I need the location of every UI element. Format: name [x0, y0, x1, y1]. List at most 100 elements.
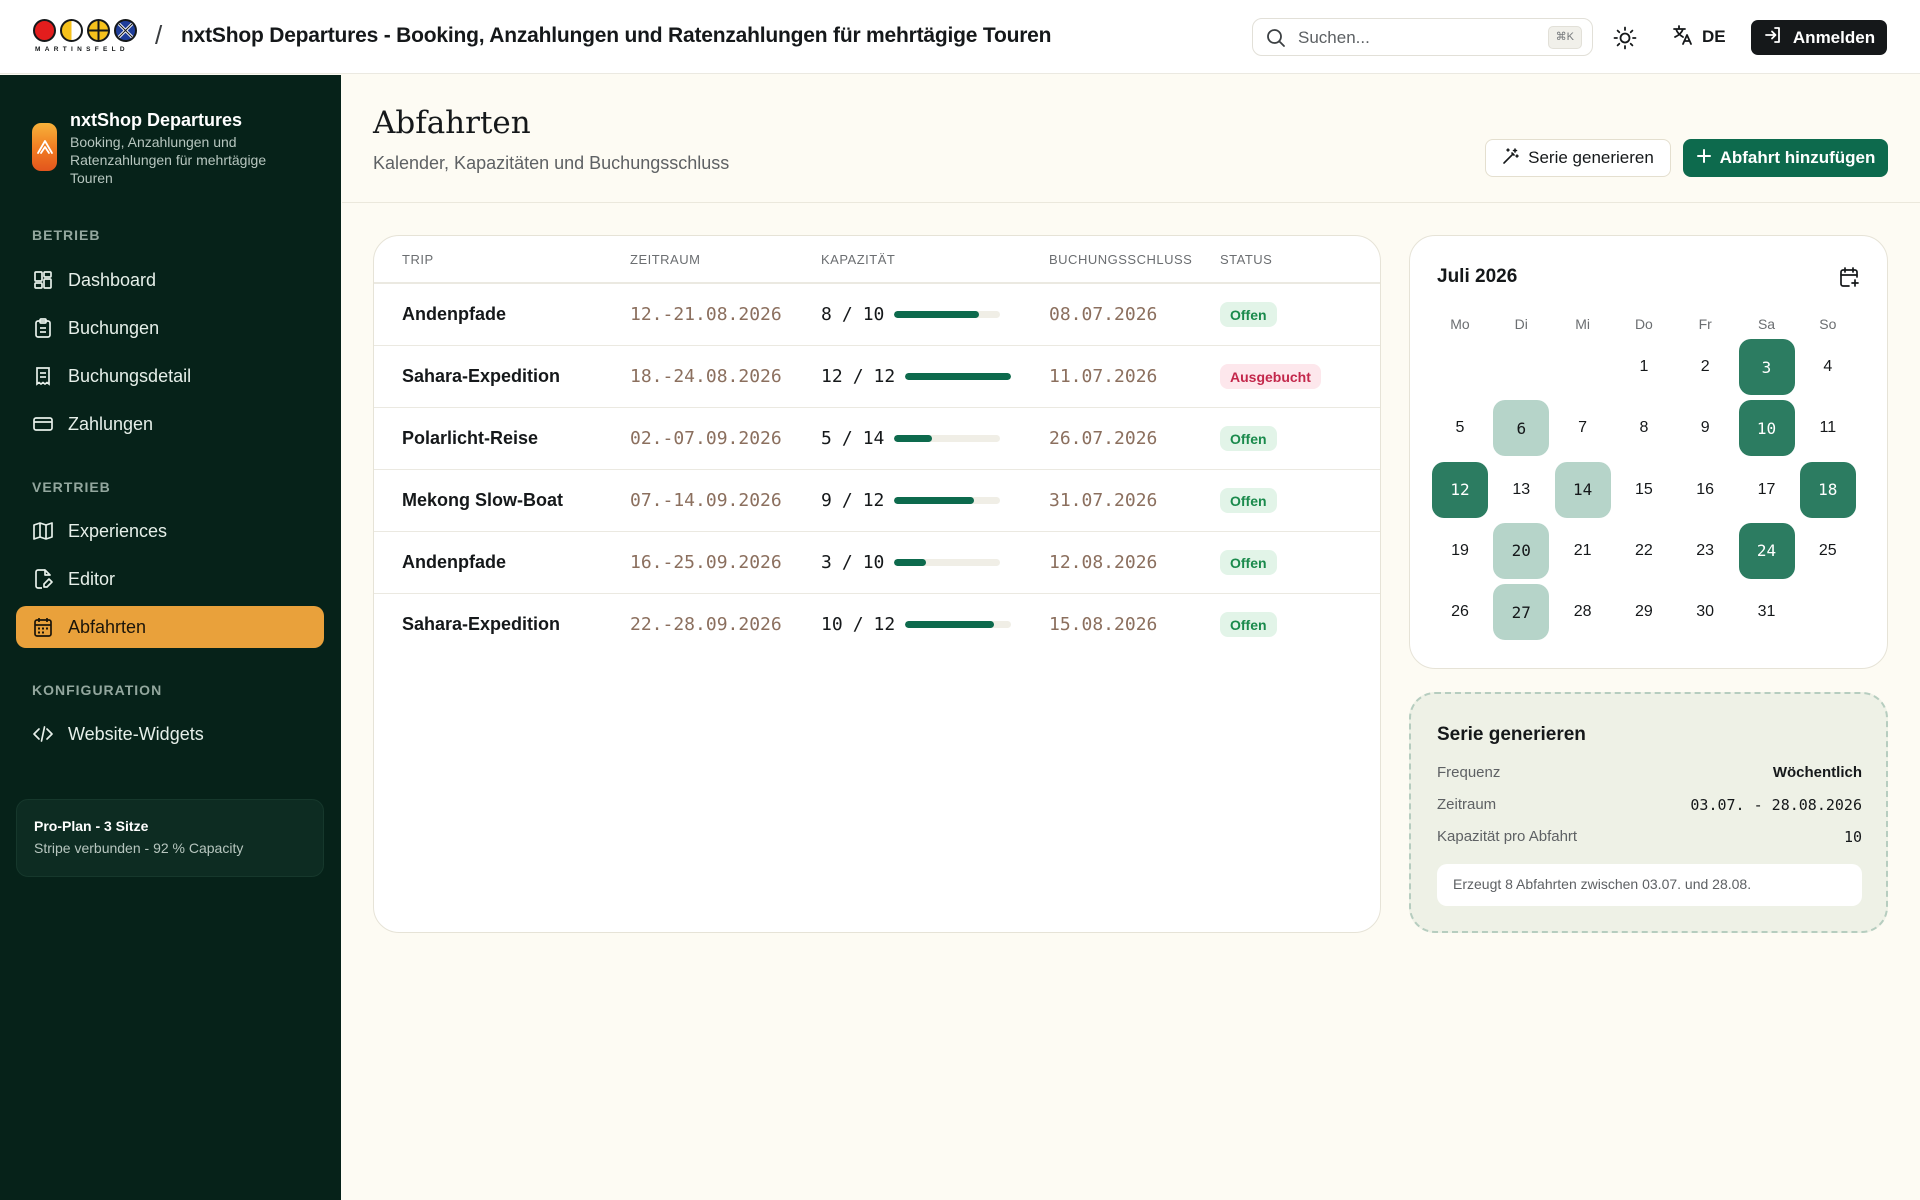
table-row[interactable]: Mekong Slow-Boat 07.-14.09.2026 9 / 12 31.…: [374, 470, 1380, 532]
nav-section-konfiguration: KONFIGURATION: [32, 682, 163, 698]
top-bar: MARTINSFELD / nxtShop Departures - Booki…: [0, 0, 1920, 74]
table-row[interactable]: Andenpfade 16.-25.09.2026 3 / 10 12.08.202…: [374, 532, 1380, 594]
calendar-day[interactable]: 8: [1639, 419, 1649, 437]
calendar-day[interactable]: 16: [1696, 480, 1715, 498]
capacity-total: 12: [873, 614, 896, 635]
calendar-day[interactable]: 24: [1738, 522, 1795, 579]
table-row[interactable]: Andenpfade 12.-21.08.2026 8 / 10 08.07.202…: [374, 284, 1380, 346]
search-icon: [1266, 28, 1286, 53]
language-code: DE: [1702, 27, 1726, 46]
series-frequency-label: Frequenz: [1437, 764, 1501, 781]
calendar-day[interactable]: 10: [1738, 400, 1795, 457]
sidebar-item-label: Dashboard: [68, 269, 157, 290]
calendar-day[interactable]: 12: [1432, 461, 1488, 518]
capacity-total: 14: [862, 428, 885, 449]
calendar-day[interactable]: 9: [1700, 419, 1710, 437]
calendar-day[interactable]: 19: [1451, 541, 1469, 559]
calendar-day[interactable]: 7: [1578, 419, 1588, 437]
weekday-label: So: [1819, 316, 1837, 332]
booking-deadline: 11.07.2026: [1049, 366, 1158, 387]
calendar-day[interactable]: 14: [1554, 461, 1611, 518]
brand-subtitle: Booking, Anzahlungen und Ratenzahlungen …: [70, 134, 267, 186]
series-frequency-value[interactable]: Wöchentlich: [1772, 764, 1862, 781]
series-title: Serie generieren: [1437, 724, 1586, 745]
brand-name: nxtShop Departures: [70, 110, 243, 130]
sidebar-item-website-widgets[interactable]: Website-Widgets: [16, 713, 324, 755]
calendar-day[interactable]: 29: [1634, 603, 1653, 621]
calendar-day[interactable]: 28: [1573, 603, 1592, 621]
calendar-day[interactable]: 31: [1757, 603, 1776, 621]
sidebar-item-experiences[interactable]: Experiences: [16, 510, 324, 552]
calendar-day[interactable]: 30: [1696, 603, 1715, 621]
capacity: 9 / 12: [821, 490, 1001, 511]
series-period-value[interactable]: 03.07. - 28.08.2026: [1690, 796, 1862, 814]
calendar-day[interactable]: 17: [1757, 480, 1776, 498]
login-button[interactable]: Anmelden: [1751, 20, 1887, 55]
language-switcher[interactable]: DE: [1672, 24, 1726, 50]
table-row[interactable]: Sahara-Expedition 22.-28.09.2026 10 / 12 1…: [374, 594, 1380, 656]
theme-toggle-button[interactable]: [1612, 25, 1638, 51]
calendar-day[interactable]: 4: [1823, 358, 1833, 375]
sidebar-item-buchungsdetail[interactable]: Buchungsdetail: [16, 355, 324, 397]
capacity-booked: 10: [821, 614, 843, 635]
search-input[interactable]: Suchen... ⌘K: [1252, 18, 1593, 56]
calendar-day[interactable]: 13: [1512, 480, 1531, 498]
capacity-bar: [894, 497, 1001, 504]
calendar-day[interactable]: 1: [1639, 358, 1649, 375]
weekday-label: Sa: [1757, 316, 1776, 332]
column-header-capacity[interactable]: KAPAZITÄT: [821, 252, 896, 267]
sidebar-item-label: Abfahrten: [68, 616, 147, 637]
column-header-trip[interactable]: TRIP: [402, 252, 434, 267]
calendar-day[interactable]: 5: [1455, 419, 1465, 437]
trip-name: Sahara-Expedition: [402, 614, 561, 634]
plan-status: Stripe verbunden - 92 % Capacity: [34, 840, 244, 856]
capacity-booked: 12: [821, 366, 843, 387]
calendar-day[interactable]: 22: [1634, 541, 1653, 559]
martinsfeld-logo[interactable]: MARTINSFELD: [33, 19, 139, 55]
calendar-icon: [34, 618, 52, 637]
sidebar-item-buchungen[interactable]: Buchungen: [16, 307, 324, 349]
calendar-day[interactable]: 11: [1819, 419, 1837, 437]
sidebar-item-abfahrten[interactable]: Abfahrten: [16, 606, 324, 648]
sidebar-item-zahlungen[interactable]: Zahlungen: [16, 403, 324, 445]
plan-card[interactable]: Pro-Plan - 3 Sitze Stripe verbunden - 92…: [16, 799, 324, 877]
column-header-deadline[interactable]: BUCHUNGSSCHLUSS: [1049, 252, 1193, 267]
sidebar-item-dashboard[interactable]: Dashboard: [16, 259, 324, 301]
add-departure-button[interactable]: Abfahrt hinzufügen: [1683, 139, 1888, 177]
capacity-bar-fill: [905, 373, 1012, 380]
booking-deadline: 15.08.2026: [1049, 614, 1158, 635]
calendar-day[interactable]: 20: [1493, 522, 1550, 579]
calendar-day[interactable]: 3: [1738, 339, 1795, 395]
period: 07.-14.09.2026: [630, 490, 782, 511]
sidebar-item-editor[interactable]: Editor: [16, 558, 324, 600]
logo-caption: MARTINSFELD: [35, 46, 129, 53]
calendar-day[interactable]: 6: [1493, 400, 1550, 457]
column-header-status[interactable]: STATUS: [1220, 252, 1273, 267]
capacity: 10 / 12: [821, 614, 1012, 635]
calendar-day[interactable]: 18: [1799, 461, 1856, 518]
calendar-day[interactable]: 23: [1696, 541, 1715, 559]
generate-series-button[interactable]: Serie generieren: [1485, 139, 1671, 177]
calendar-day[interactable]: 21: [1573, 541, 1592, 559]
calendar-day[interactable]: 2: [1700, 358, 1710, 375]
table-row[interactable]: Sahara-Expedition 18.-24.08.2026 12 / 12 1…: [374, 346, 1380, 408]
column-header-period[interactable]: ZEITRAUM: [630, 252, 701, 267]
table-row[interactable]: Polarlicht-Reise 02.-07.09.2026 5 / 14 26.…: [374, 408, 1380, 470]
calendar-add-icon[interactable]: [1838, 266, 1860, 293]
map-icon: [33, 522, 53, 540]
series-period: Zeitraum 03.07. - 28.08.2026: [1437, 796, 1862, 814]
logo-red-circle: [33, 19, 56, 42]
calendar-day[interactable]: 15: [1634, 480, 1653, 498]
series-capacity-value[interactable]: 10: [1843, 828, 1862, 846]
capacity-slash: /: [852, 614, 864, 635]
clipboard-icon: [35, 318, 51, 338]
receipt-icon: [36, 367, 50, 386]
logo-blue-circle: [114, 19, 137, 42]
calendar-day[interactable]: 26: [1451, 603, 1469, 621]
calendar-day[interactable]: 25: [1818, 541, 1837, 559]
capacity-booked: 9: [821, 490, 832, 511]
series-frequency: Frequenz Wöchentlich: [1437, 764, 1862, 781]
calendar-day[interactable]: 27: [1493, 584, 1550, 641]
capacity-slash: /: [852, 366, 864, 387]
logo-cross-circle: [87, 19, 110, 42]
